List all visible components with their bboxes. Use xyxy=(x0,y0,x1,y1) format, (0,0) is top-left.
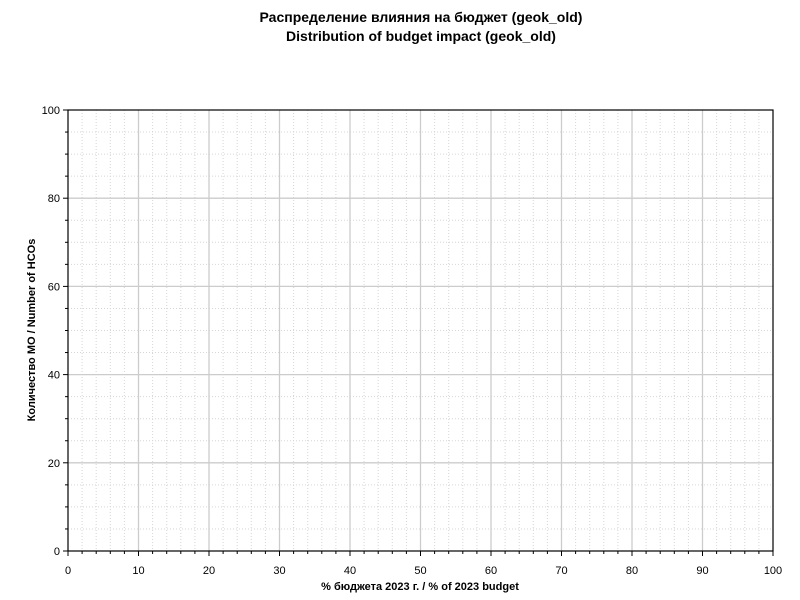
y-tick-label: 40 xyxy=(48,370,60,382)
x-tick-label: 80 xyxy=(626,565,638,577)
major-grid xyxy=(68,110,773,551)
x-tick-label: 40 xyxy=(344,565,356,577)
chart-subtitle: Distribution of budget impact (geok_old) xyxy=(286,28,556,44)
x-tick-label: 0 xyxy=(65,565,71,577)
x-tick-label: 100 xyxy=(764,565,782,577)
minor-grid xyxy=(68,110,773,551)
x-tick-label: 20 xyxy=(203,565,215,577)
y-tick-label: 60 xyxy=(48,281,60,293)
chart-title: Распределение влияния на бюджет (geok_ol… xyxy=(259,9,583,25)
x-tick-label: 30 xyxy=(273,565,285,577)
x-tick-label: 70 xyxy=(555,565,567,577)
x-tick-label: 60 xyxy=(485,565,497,577)
x-tick-label: 10 xyxy=(132,565,144,577)
y-axis-title: Количество МО / Number of HCOs xyxy=(26,239,38,422)
y-tick-label: 100 xyxy=(42,105,60,117)
y-axis-ticks: 0 20 40 60 80 100 xyxy=(42,105,68,558)
y-tick-label: 80 xyxy=(48,193,60,205)
y-tick-label: 20 xyxy=(48,458,60,470)
x-tick-label: 90 xyxy=(696,565,708,577)
x-axis-title: % бюджета 2023 г. / % of 2023 budget xyxy=(321,581,519,593)
x-tick-label: 50 xyxy=(414,565,426,577)
y-tick-label: 0 xyxy=(54,546,60,558)
x-axis-ticks: 0 10 20 30 40 50 60 70 80 90 100 xyxy=(65,551,782,577)
